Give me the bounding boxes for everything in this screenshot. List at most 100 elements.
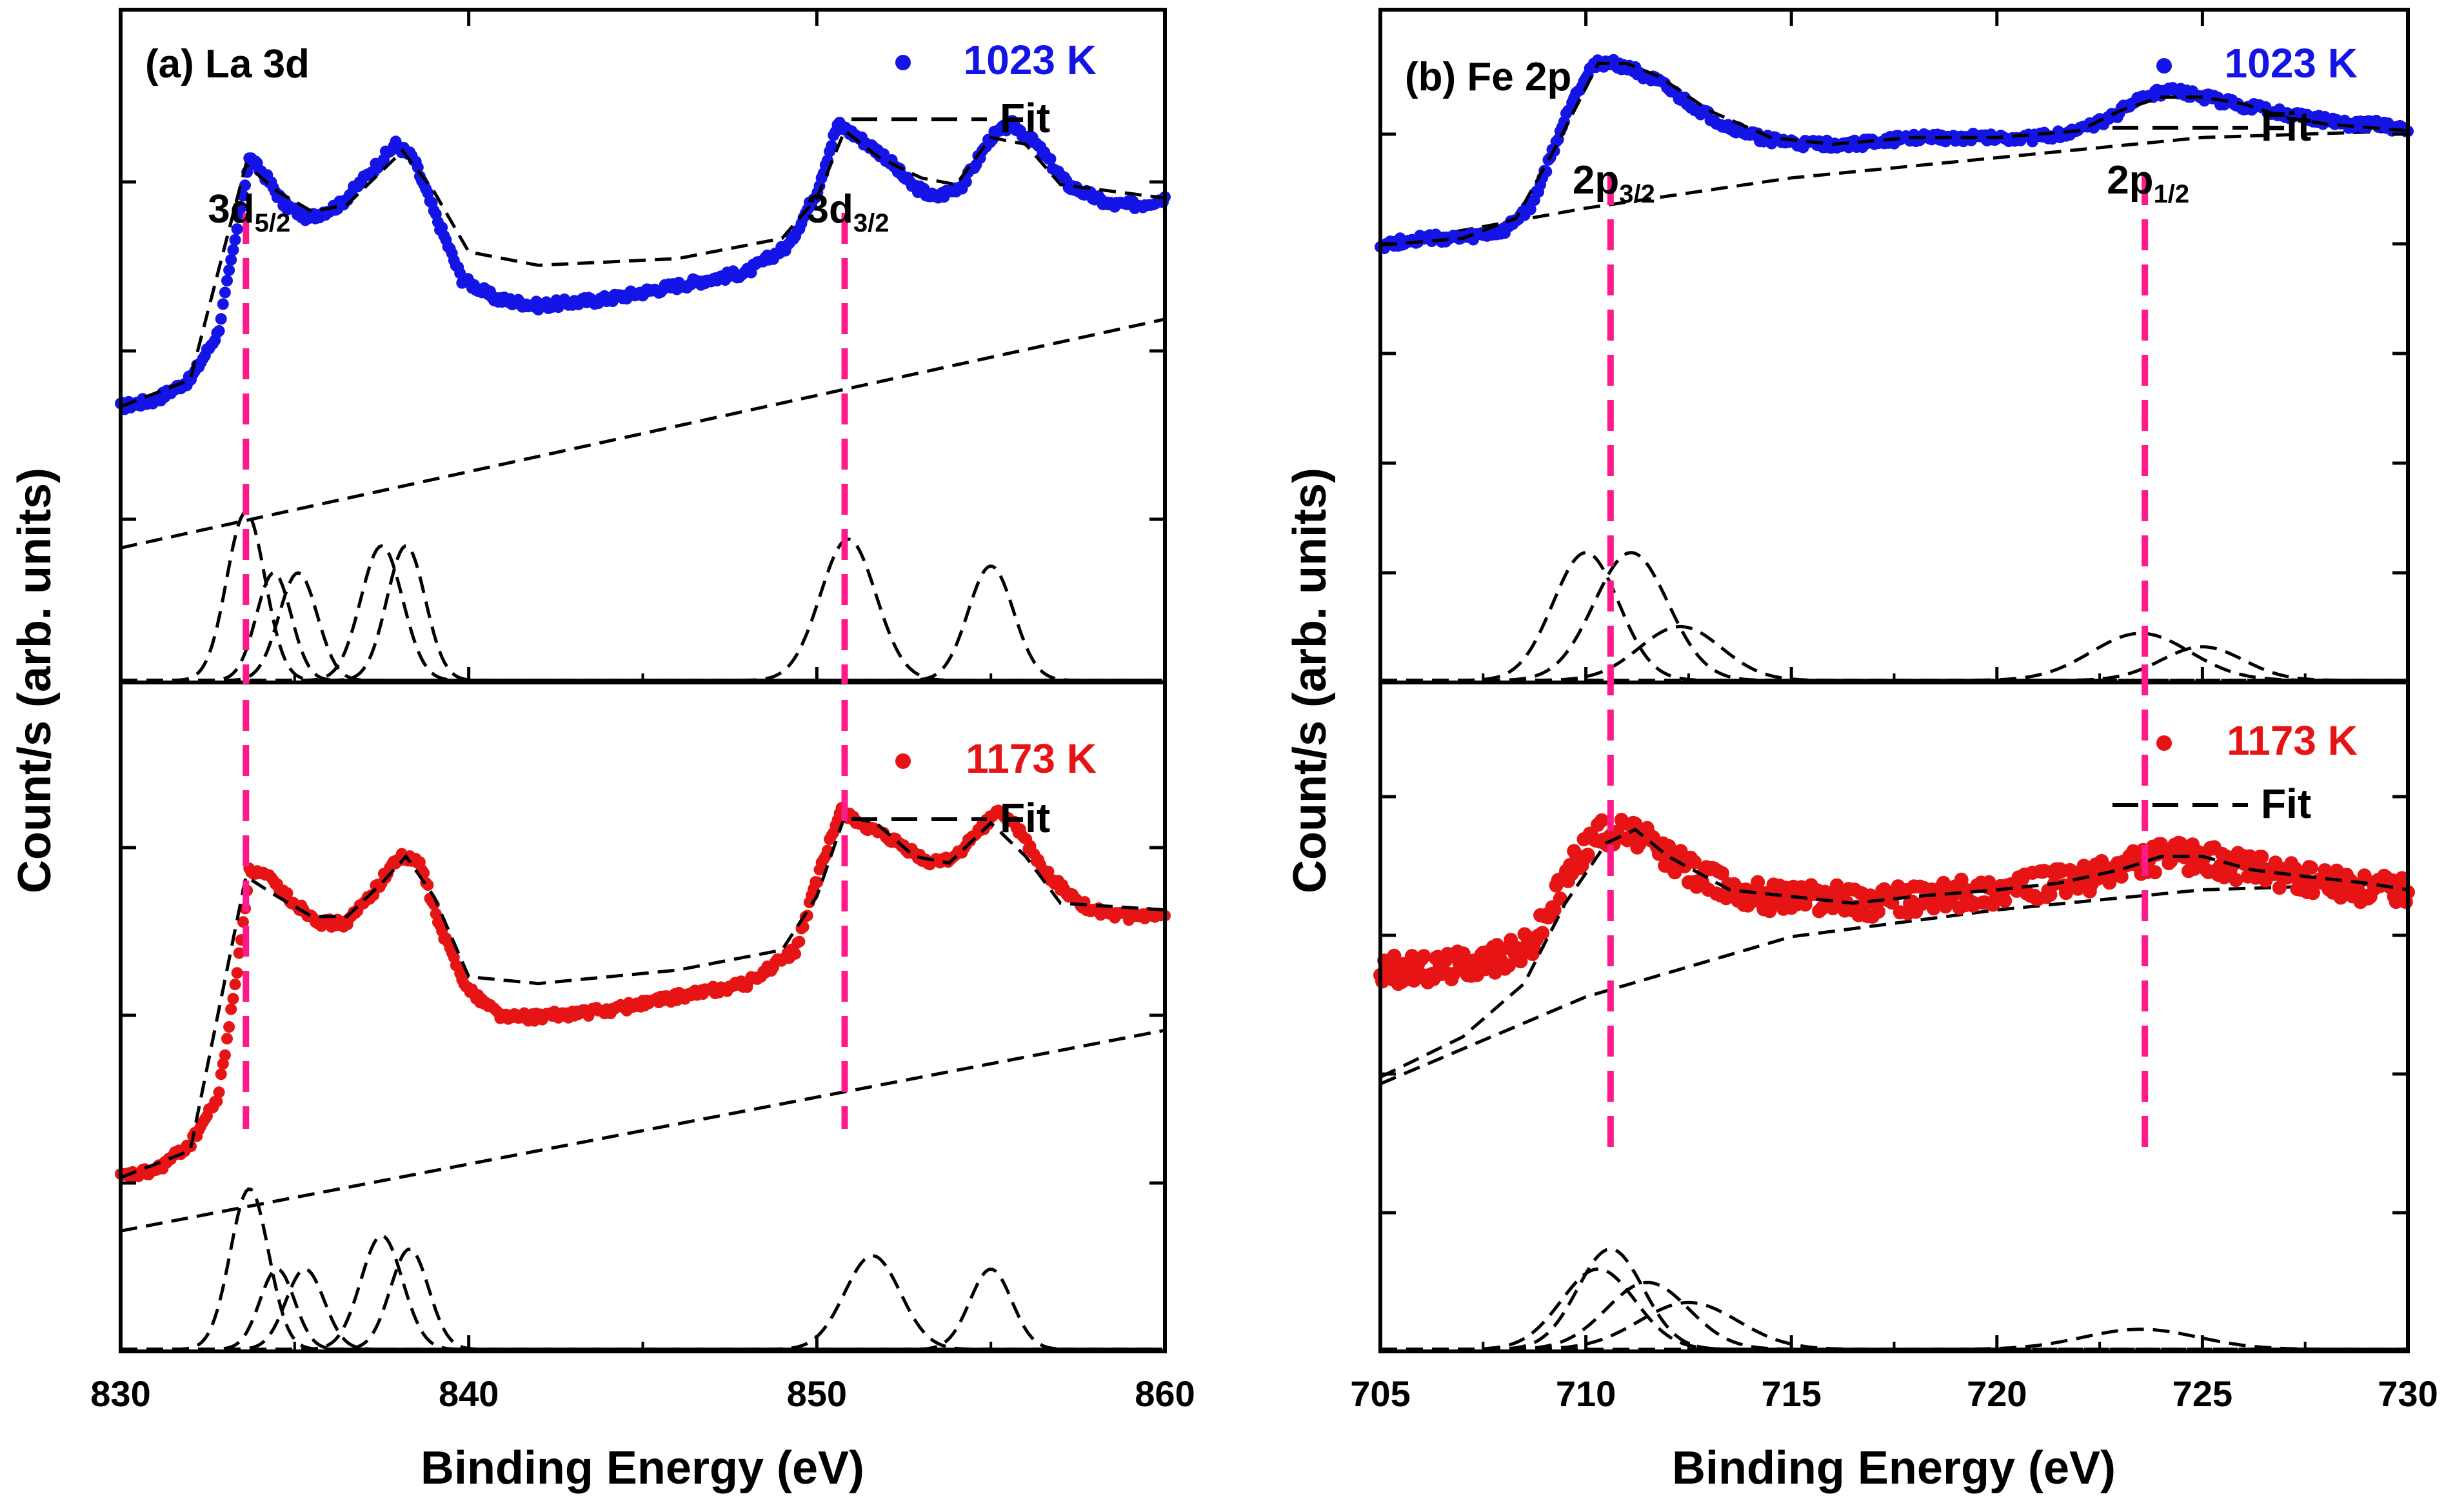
data-point xyxy=(2254,850,2269,864)
component-peak xyxy=(121,544,1162,682)
panel-la3d-label: (a) La 3d xyxy=(145,42,310,86)
data-point xyxy=(1416,949,1431,964)
legend-series-label: 1023 K xyxy=(2225,40,2358,86)
data-point xyxy=(1926,901,1941,916)
data-point xyxy=(790,948,802,960)
panel-fe2p: (b) Fe 2p Binding Energy (eV) 705 710 715 7… xyxy=(1350,8,2438,1494)
data-point xyxy=(1998,893,2013,908)
peak-label-subscript: 1/2 xyxy=(2154,180,2190,208)
data-point xyxy=(219,286,231,299)
x-tick-label: 830 xyxy=(90,1373,150,1414)
x-tick-label: 730 xyxy=(2378,1373,2438,1414)
panel-fe2p-xlabel: Binding Energy (eV) xyxy=(1672,1442,2116,1494)
legend-fit-label: Fit xyxy=(2261,781,2311,827)
peak-label-base: 2p xyxy=(2107,158,2153,203)
data-point xyxy=(227,993,239,1005)
data-point xyxy=(217,1058,229,1070)
data-point xyxy=(1524,203,1536,215)
component-peak xyxy=(121,1268,1162,1351)
data-point xyxy=(1553,891,1567,906)
component-peak xyxy=(1380,624,2408,682)
legend: 1173 K Fit xyxy=(851,735,1097,841)
fit-envelope xyxy=(1380,61,2409,247)
data-point xyxy=(223,1021,235,1033)
data-point xyxy=(1751,875,1765,890)
legend-marker xyxy=(2156,58,2172,74)
component-peak xyxy=(1380,551,2408,682)
legend-marker xyxy=(895,55,911,70)
data-point xyxy=(219,1049,231,1061)
peak-label: 3d3/2 xyxy=(807,187,890,237)
subplot-0 xyxy=(115,115,1171,682)
data-point xyxy=(213,325,225,337)
component-peak xyxy=(1380,1328,2408,1351)
legend-series-label: 1173 K xyxy=(2227,717,2358,764)
legend-fit-label: Fit xyxy=(1000,795,1050,841)
data-point xyxy=(1547,902,1562,917)
data-point xyxy=(1535,926,1550,940)
data-point xyxy=(1715,866,1729,880)
data-point xyxy=(2147,865,2162,880)
x-tick-label: 710 xyxy=(1556,1373,1616,1414)
peak-label-base: 2p xyxy=(1573,158,1619,203)
fit-envelope xyxy=(120,128,1166,408)
data-point xyxy=(1829,878,1844,893)
x-tick-label: 715 xyxy=(1761,1373,1821,1414)
data-point xyxy=(793,935,806,948)
background-line xyxy=(120,317,1166,550)
data-point xyxy=(227,244,239,256)
data-point xyxy=(229,234,241,246)
data-point xyxy=(1936,875,1951,890)
data-point xyxy=(1387,948,1402,963)
peak-label: 3d5/2 xyxy=(208,187,290,237)
legend-marker xyxy=(895,753,911,769)
data-point xyxy=(221,275,233,287)
data-point xyxy=(231,223,243,235)
data-point xyxy=(960,176,972,188)
legend-marker xyxy=(2156,735,2172,751)
subplot-1 xyxy=(115,802,1171,1351)
panel-la3d: (a) La 3d Binding Energy (eV) 830 840 850 8… xyxy=(90,8,1195,1494)
legend: 1023 K Fit xyxy=(851,37,1097,141)
background-line xyxy=(1380,881,2409,1086)
data-point xyxy=(1954,872,1969,887)
panel-la3d-plot xyxy=(115,115,1171,1351)
peak-label-base: 3d xyxy=(208,187,254,232)
peak-label-subscript: 3/2 xyxy=(853,209,890,237)
peak-label: 2p1/2 xyxy=(2107,158,2189,208)
data-point xyxy=(1446,967,1461,981)
subplot-1 xyxy=(1373,813,2415,1351)
peak-label-subscript: 3/2 xyxy=(1619,180,1655,208)
data-point xyxy=(1456,946,1471,961)
data-point xyxy=(1595,813,1609,828)
data-point xyxy=(231,967,243,979)
peak-label: 2p3/2 xyxy=(1573,158,1655,208)
data-point xyxy=(2303,860,2318,875)
peak-label-base: 3d xyxy=(807,187,853,232)
data-point xyxy=(225,1003,237,1015)
component-peak xyxy=(121,1254,1162,1351)
x-tick-label: 850 xyxy=(787,1373,847,1414)
subplot-0 xyxy=(1375,54,2414,682)
data-point xyxy=(217,298,229,310)
ylabel-left: Count/s (arb. units) xyxy=(9,468,61,893)
legend-fit-label: Fit xyxy=(1000,95,1050,141)
data-point xyxy=(412,161,424,174)
data-point xyxy=(237,916,249,928)
x-tick-label: 860 xyxy=(1135,1373,1195,1414)
data-point xyxy=(1687,855,1702,870)
component-peak xyxy=(1380,1247,2408,1351)
data-point xyxy=(215,1068,227,1080)
data-point xyxy=(213,1086,225,1099)
background-line xyxy=(120,1028,1166,1233)
legend-fit-label: Fit xyxy=(2261,103,2311,150)
data-point xyxy=(235,201,247,214)
legend: 1173 K Fit xyxy=(2112,717,2358,827)
data-point xyxy=(223,264,235,276)
component-peak xyxy=(121,510,1162,682)
background-line xyxy=(1380,129,2409,247)
data-point xyxy=(215,313,227,325)
ylabel-right: Count/s (arb. units) xyxy=(1284,468,1336,893)
component-peak xyxy=(121,1267,1162,1351)
